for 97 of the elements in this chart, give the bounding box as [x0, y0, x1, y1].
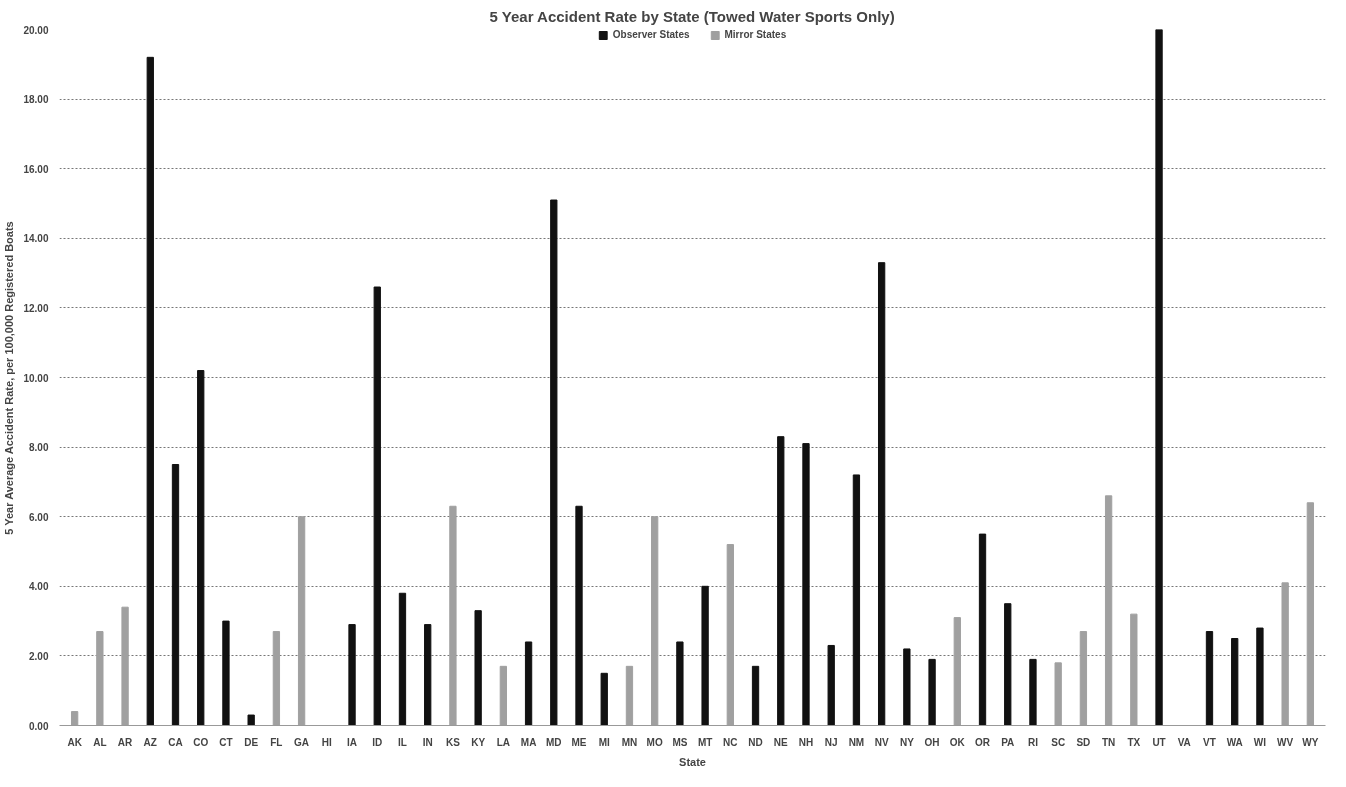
bar: [777, 436, 785, 726]
bar: [600, 672, 608, 726]
x-tick-label: MI: [598, 736, 611, 748]
x-tick-label: CA: [168, 736, 183, 748]
y-tick-label: 14.00: [23, 233, 49, 245]
x-tick-label: LA: [496, 736, 511, 748]
bar: [222, 620, 230, 726]
x-tick-label: UT: [1152, 736, 1166, 748]
x-tick-label: RI: [1027, 736, 1039, 748]
x-tick-label: WI: [1253, 736, 1267, 748]
bar: [751, 665, 760, 726]
x-tick-label: OR: [975, 736, 991, 748]
bar: [827, 644, 835, 726]
x-tick-label: NJ: [824, 736, 838, 748]
bar: [146, 56, 154, 726]
x-tick-label: MD: [546, 736, 562, 748]
bar: [373, 286, 381, 726]
bar: [1256, 627, 1264, 726]
x-tick-label: NV: [874, 736, 889, 748]
x-tick-label: CO: [193, 736, 209, 748]
bar: [701, 585, 709, 726]
x-tick-label: FL: [270, 736, 283, 748]
bar: [197, 370, 205, 726]
legend-label: Observer States: [612, 29, 690, 40]
bar: [1029, 658, 1037, 726]
x-tick-label: NC: [723, 736, 738, 748]
bar: [398, 592, 407, 726]
bar: [1004, 603, 1012, 726]
y-tick-label: 8.00: [29, 442, 49, 454]
x-tick-label: GA: [294, 736, 310, 748]
x-tick-label: SC: [1051, 736, 1066, 748]
x-tick-label: KS: [445, 736, 461, 748]
y-tick-label: 10.00: [23, 372, 49, 384]
x-tick-label: KY: [471, 736, 486, 748]
x-tick-label: VT: [1203, 736, 1216, 748]
y-tick-label: 20.00: [23, 24, 49, 36]
x-tick-label: AK: [67, 736, 83, 748]
bar: [1231, 638, 1239, 726]
x-tick-label: IA: [347, 736, 358, 748]
y-tick-label: 0.00: [29, 720, 49, 732]
bar: [978, 533, 987, 726]
x-tick-label: MN: [621, 736, 638, 748]
bar: [1155, 29, 1163, 726]
x-tick-label: HI: [321, 736, 333, 748]
x-tick-label: TX: [1127, 736, 1141, 748]
legend-label: Mirror States: [724, 29, 787, 40]
x-tick-label: TN: [1101, 736, 1116, 748]
y-tick-label: 18.00: [23, 94, 49, 106]
bar: [171, 464, 180, 726]
x-axis-title: State: [679, 755, 706, 768]
x-tick-label: ID: [372, 736, 383, 748]
bar: [852, 474, 861, 726]
x-tick-label: OK: [949, 736, 966, 748]
x-tick-label: IN: [422, 736, 433, 748]
x-tick-label: MT: [697, 736, 713, 748]
x-tick-label: MS: [672, 736, 688, 748]
bar: [550, 199, 558, 726]
y-tick-label: 2.00: [29, 650, 49, 662]
x-tick-label: MO: [646, 736, 663, 748]
bar: [903, 648, 911, 726]
x-tick-label: IL: [398, 736, 407, 748]
bar: [1205, 631, 1214, 726]
x-tick-label: AZ: [143, 736, 157, 748]
x-tick-label: NM: [848, 736, 865, 748]
x-tick-label: AL: [93, 736, 107, 748]
bar: [348, 624, 356, 726]
bar: [928, 658, 936, 726]
x-tick-label: CT: [219, 736, 233, 748]
y-tick-label: 12.00: [23, 302, 49, 314]
x-tick-label: PA: [1001, 736, 1015, 748]
bar: [676, 641, 684, 726]
y-tick-label: 4.00: [29, 581, 49, 593]
y-axis-title: 5 Year Average Accident Rate, per 100,000 Registered Boats: [3, 221, 16, 535]
bar: [524, 641, 533, 726]
x-tick-label: WY: [1302, 736, 1319, 748]
x-tick-label: WV: [1277, 736, 1294, 748]
x-tick-label: ME: [571, 736, 587, 748]
x-tick-label: DE: [244, 736, 259, 748]
bar: [474, 610, 482, 726]
bar: [247, 714, 255, 726]
x-tick-label: AR: [117, 736, 134, 748]
x-tick-label: MA: [520, 736, 537, 748]
x-tick-label: OH: [924, 736, 940, 748]
bar: [877, 262, 886, 726]
x-tick-label: NY: [899, 736, 915, 748]
bar: [424, 624, 432, 726]
y-tick-label: 16.00: [23, 163, 49, 175]
chart-title: 5 Year Accident Rate by State (Towed Water Sports Only): [489, 7, 895, 25]
x-tick-label: WA: [1226, 736, 1243, 748]
bar: [575, 505, 583, 726]
x-tick-label: ND: [748, 736, 763, 748]
x-tick-label: NH: [798, 736, 814, 748]
y-tick-label: 6.00: [29, 511, 49, 523]
bar: [802, 443, 810, 726]
x-tick-label: SD: [1076, 736, 1091, 748]
x-tick-label: NE: [773, 736, 789, 748]
x-tick-label: VA: [1177, 736, 1191, 748]
